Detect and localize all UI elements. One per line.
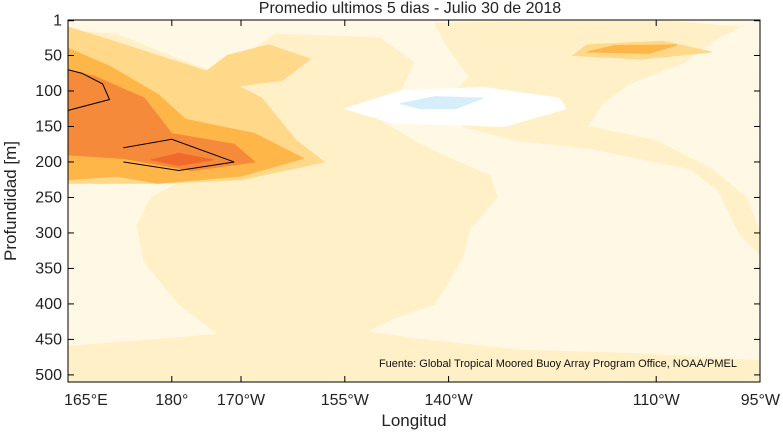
source-annotation: Fuente: Global Tropical Moored Buoy Arra… — [379, 358, 737, 370]
contour-fill-layer — [68, 20, 760, 382]
plot-area — [68, 20, 760, 382]
x-tick-label: 170°W — [217, 392, 266, 409]
contour-region-level-3 — [586, 44, 678, 54]
x-tick-label: 140°W — [424, 392, 473, 409]
plot-frame — [67, 19, 761, 383]
contour-region-level-5 — [150, 152, 214, 167]
contour-region-level-2 — [198, 44, 312, 88]
y-tick-label: 300 — [35, 225, 62, 242]
contour-line — [68, 69, 111, 111]
y-tick-label: 200 — [35, 154, 62, 171]
y-tick-label: 1 — [53, 13, 62, 30]
x-tick-label: 165°E — [64, 392, 108, 409]
y-axis-title: Profundidad [m] — [1, 141, 20, 261]
x-axis: 165°E 180° 170°W 155°W 140°W 110°W 95°W — [64, 20, 781, 409]
y-tick-label: 450 — [35, 331, 62, 348]
y-tick-label: 150 — [35, 118, 62, 135]
y-tick-label: 250 — [35, 189, 62, 206]
contour-line-layer — [68, 69, 235, 171]
x-tick-label: 155°W — [321, 392, 370, 409]
y-tick-label: 500 — [35, 367, 62, 384]
chart-title: Promedio ultimos 5 dias - Julio 30 de 20… — [259, 0, 561, 17]
x-tick-label: 95°W — [741, 392, 781, 409]
contour-region-level-1 — [68, 328, 760, 382]
contour-region-negative-2 — [400, 96, 484, 110]
y-tick-label: 50 — [44, 47, 62, 64]
y-tick-label: 350 — [35, 260, 62, 277]
y-tick-label: 400 — [35, 296, 62, 313]
x-tick-label: 110°W — [633, 392, 681, 409]
x-axis-title: Longitud — [381, 411, 446, 430]
contour-region-level-4 — [68, 69, 257, 171]
y-tick-label: 100 — [35, 83, 62, 100]
contour-line — [123, 138, 235, 171]
x-tick-label: 180° — [155, 392, 188, 409]
